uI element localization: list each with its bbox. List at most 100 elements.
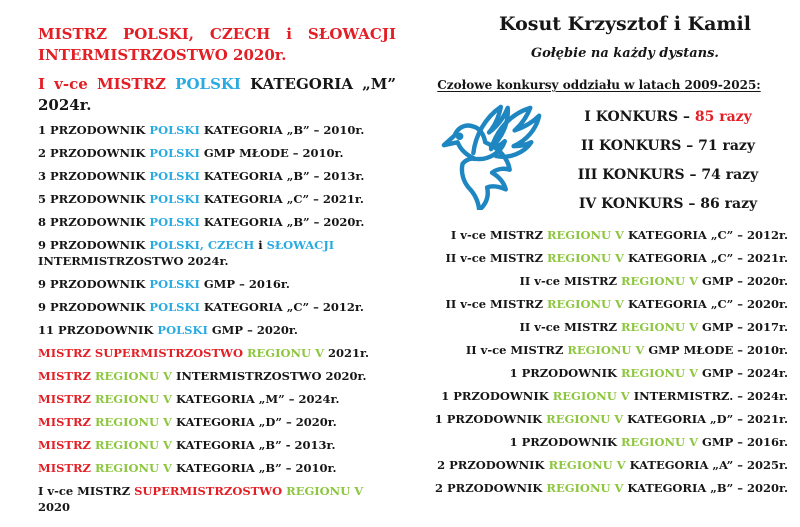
text-segment: POLSKI [149,192,200,206]
text-segment: 2020 [38,500,71,514]
text-segment: II v-ce MISTRZ [519,274,621,288]
achievement-line: 2 PRZODOWNIK POLSKI GMP MŁODE – 2010r. [38,145,396,161]
text-segment: GMP – 2016r. [698,435,788,449]
text-segment: KATEGORIA „A” – 2025r. [625,458,788,472]
text-segment: INTERMISTRZOSTWO 2020r. [171,369,367,383]
text-segment: REGIONU V [546,297,624,311]
text-segment: REGIONU V [621,366,699,380]
text-segment: REGIONU V [621,320,699,334]
achievement-line: II v-ce MISTRZ REGIONU V KATEGORIA „C” –… [408,250,789,266]
page-title: Kosut Krzysztof i Kamil [499,13,751,35]
text-segment: POLSKI [149,123,200,137]
text-segment: 85 razy [694,109,752,125]
konkurs-results-list: I KONKURS – 85 razy II KONKURS – 71 razy I… [552,100,790,219]
konkurs-line: II KONKURS – 71 razy [552,132,784,161]
text-segment: 3 PRZODOWNIK [38,169,150,183]
text-segment: III KONKURS – 74 razy [577,167,759,183]
left-achievement-list: 1 PRZODOWNIK POLSKI KATEGORIA „B” – 2010… [38,122,396,515]
text-segment: 9 PRZODOWNIK [38,277,150,291]
text-segment: KATEGORIA „D” – 2021r. [623,412,788,426]
text-segment: POLSKI [149,169,200,183]
text-segment: 2 PRZODOWNIK [434,481,547,495]
text-segment: REGIONU V [94,415,172,429]
left-column: MISTRZ POLSKI, CZECH i SŁOWACJI INTERMIS… [38,24,396,522]
text-segment: KATEGORIA „C” – 2012r. [199,300,364,314]
text-segment: KATEGORIA „M” – 2024r. [171,392,340,406]
text-segment: MISTRZ SUPERMISTRZOSTWO [38,346,247,360]
text-segment: KATEGORIA „B” – 2020r. [199,215,365,229]
text-segment: I KONKURS – [584,109,695,125]
text-segment: I v-ce MISTRZ [38,484,135,498]
text-segment: POLSKI [149,215,200,229]
text-segment: POLSKI [149,300,200,314]
text-segment: I v-ce MISTRZ [450,228,547,242]
text-segment: REGIONU V [567,343,645,357]
text-segment: KATEGORIA „C” – 2021r. [199,192,364,206]
text-segment: II v-ce MISTRZ [519,320,621,334]
achievement-line: 11 PRZODOWNIK POLSKI GMP – 2020r. [38,322,396,338]
dove-and-results-row: I KONKURS – 85 razy II KONKURS – 71 razy I… [408,100,790,219]
text-segment: REGIONU V [94,392,172,406]
text-segment: INTERMISTRZ. – 2024r. [629,389,788,403]
subtitle-motto: Gołębie na każdy dystans. [531,46,719,61]
achievement-line: MISTRZ REGIONU V KATEGORIA „B” – 2010r. [38,460,396,476]
text-segment: GMP – 2020r. [698,274,788,288]
text-segment: II v-ce MISTRZ [465,343,568,357]
text-segment: KATEGORIA „C” – 2021r. [623,251,788,265]
text-segment: 1 PRZODOWNIK [38,123,150,137]
text-segment: REGIONU V [94,438,172,452]
text-segment: II v-ce MISTRZ [445,297,547,311]
left-heading-intermistrzostwo: MISTRZ POLSKI, CZECH i SŁOWACJI INTERMIS… [38,24,396,66]
text-segment: 2 PRZODOWNIK [437,458,549,472]
achievement-line: II v-ce MISTRZ REGIONU V GMP – 2020r. [408,273,788,289]
achievement-line: I v-ce MISTRZ REGIONU V KATEGORIA „C” – … [408,227,788,243]
achievement-line: MISTRZ REGIONU V KATEGORIA „M” – 2024r. [38,391,396,407]
achievement-line: 8 PRZODOWNIK POLSKI KATEGORIA „B” – 2020… [38,214,396,230]
text-segment: KATEGORIA „D” – 2020r. [171,415,337,429]
text-segment: REGIONU V [548,458,626,472]
text-segment: REGIONU V [621,274,699,288]
achievement-line: I v-ce MISTRZ SUPERMISTRZOSTWO REGIONU V… [38,483,396,515]
text-segment: IV KONKURS – 86 razy [578,196,758,212]
text-segment: KATEGORIA „M” 2024r. [38,75,396,114]
section-heading: Czołowe konkursy oddziału w latach 2009-… [437,78,761,92]
left-heading-vce-mistrz: I v-ce MISTRZ POLSKI KATEGORIA „M” 2024r… [38,74,396,116]
right-column: Kosut Krzysztof i Kamil Gołębie na każdy… [408,12,790,503]
text-segment: REGIONU V [546,251,624,265]
text-segment: KATEGORIA „B” – 2020r. [623,481,788,495]
text-segment: 1 PRZODOWNIK [509,366,621,380]
achievement-line: 1 PRZODOWNIK REGIONU V GMP – 2016r. [408,434,788,450]
achievement-line: 1 PRZODOWNIK REGIONU V KATEGORIA „D” – 2… [408,411,788,427]
text-segment: GMP – 2017r. [698,320,788,334]
text-segment: II KONKURS – 71 razy [580,138,755,154]
text-segment: SŁOWACJI [266,238,335,252]
text-segment: MISTRZ POLSKI, CZECH i SŁOWACJI INTERMIS… [38,25,396,64]
text-segment: MISTRZ [38,461,95,475]
text-segment: REGIONU V [546,412,624,426]
text-segment: REGIONU V [621,435,699,449]
text-segment: KATEGORIA „C” – 2020r. [623,297,788,311]
text-segment: MISTRZ [38,438,95,452]
text-segment: POLSKI [149,146,200,160]
text-segment: GMP MŁODE – 2010r. [199,146,344,160]
achievement-line: II v-ce MISTRZ REGIONU V GMP MŁODE – 201… [408,342,788,358]
text-segment: GMP MŁODE – 2010r. [644,343,788,357]
text-segment: KATEGORIA „B” – 2013r. [199,169,365,183]
text-segment: GMP – 2024r. [698,366,788,380]
text-segment: 1 PRZODOWNIK [434,412,547,426]
achievement-line: 2 PRZODOWNIK REGIONU V KATEGORIA „B” – 2… [408,480,788,496]
text-segment: KATEGORIA „B” – 2010r. [199,123,365,137]
text-segment: REGIONU V [94,369,172,383]
achievement-line: II v-ce MISTRZ REGIONU V GMP – 2017r. [408,319,788,335]
text-segment: 2021r. [324,346,370,360]
text-segment: REGIONU V [94,461,172,475]
achievement-line: 9 PRZODOWNIK POLSKI KATEGORIA „C” – 2012… [38,299,396,315]
text-segment: POLSKI, CZECH [149,238,255,252]
achievement-line: 9 PRZODOWNIK POLSKI GMP – 2016r. [38,276,396,292]
text-segment: I v-ce MISTRZ [38,75,176,93]
achievement-line: II v-ce MISTRZ REGIONU V KATEGORIA „C” –… [408,296,789,312]
text-segment: MISTRZ [38,369,95,383]
text-segment: KATEGORIA „C” – 2012r. [623,228,788,242]
achievement-line: 1 PRZODOWNIK REGIONU V GMP – 2024r. [408,365,788,381]
